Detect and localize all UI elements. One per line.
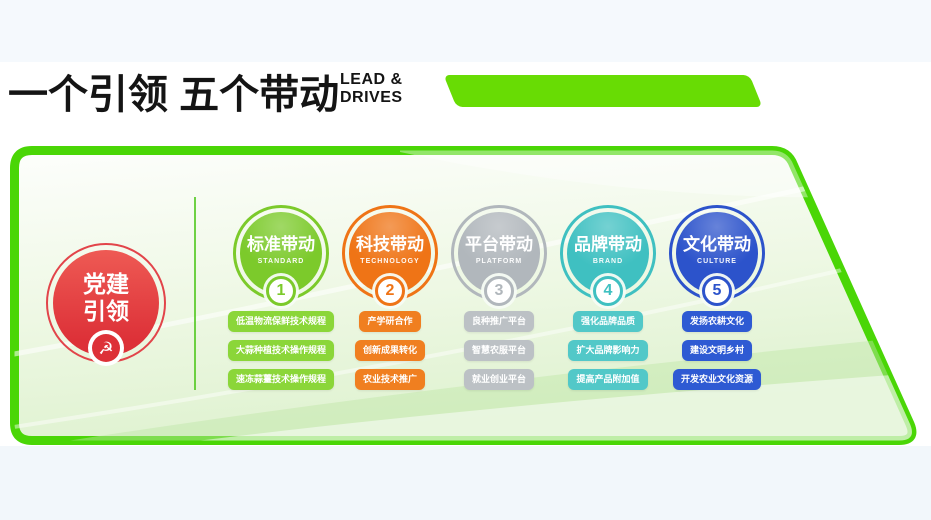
drive-item-list: 良种推广平台 智慧农服平台 就业创业平台 xyxy=(439,311,559,390)
drive-subtitle: BRAND xyxy=(592,257,624,265)
drive-subtitle: PLATFORM xyxy=(475,257,523,265)
drive-number-badge: 1 xyxy=(266,276,296,306)
drive-item-list: 产学研合作 创新成果转化 农业技术推广 xyxy=(330,311,450,390)
bottom-background-band xyxy=(0,446,931,520)
drive-item: 速冻蒜薹技术操作规程 xyxy=(227,369,334,390)
party-emblem-icon: ☭ xyxy=(92,334,120,362)
drive-number-badge: 5 xyxy=(702,276,732,306)
lead-title-line2: 引领 xyxy=(83,298,129,324)
drive-subtitle: STANDARD xyxy=(257,257,305,265)
drive-item: 开发农业文化资源 xyxy=(672,369,761,390)
green-banner xyxy=(443,75,763,107)
drive-title: 标准带动 xyxy=(247,234,315,254)
title-en-line2: DRIVES xyxy=(340,89,403,106)
drive-item: 建设文明乡村 xyxy=(681,340,752,361)
page-title-english: LEAD & DRIVES xyxy=(340,71,403,107)
drive-item-list: 发扬农耕文化 建设文明乡村 开发农业文化资源 xyxy=(657,311,777,390)
page-title: 一个引领 五个带动 xyxy=(8,73,340,117)
divider-line xyxy=(194,197,196,390)
drive-item: 扩大品牌影响力 xyxy=(568,340,648,361)
drive-item: 提高产品附加值 xyxy=(568,369,648,390)
drive-title: 文化带动 xyxy=(683,234,751,254)
drive-item: 大蒜种植技术操作规程 xyxy=(227,340,334,361)
drive-circle: 平台带动 PLATFORM xyxy=(458,212,540,294)
drive-item-list: 强化品牌品质 扩大品牌影响力 提高产品附加值 xyxy=(548,311,668,390)
drive-item: 强化品牌品质 xyxy=(572,311,643,332)
drive-title: 品牌带动 xyxy=(574,234,642,254)
drive-subtitle: CULTURE xyxy=(697,257,737,265)
drive-number-badge: 2 xyxy=(375,276,405,306)
drive-number-badge: 4 xyxy=(593,276,623,306)
drive-item: 就业创业平台 xyxy=(463,369,534,390)
drive-item-list: 低温物流保鲜技术规程 大蒜种植技术操作规程 速冻蒜薹技术操作规程 xyxy=(221,311,341,390)
drive-item: 产学研合作 xyxy=(359,311,421,332)
party-emblem-badge: ☭ xyxy=(88,330,124,366)
top-background-band xyxy=(0,0,931,62)
drive-item: 农业技术推广 xyxy=(354,369,425,390)
drive-title: 平台带动 xyxy=(465,234,533,254)
drive-title: 科技带动 xyxy=(356,234,424,254)
drive-item: 发扬农耕文化 xyxy=(681,311,752,332)
drive-item: 良种推广平台 xyxy=(463,311,534,332)
title-en-line1: LEAD & xyxy=(340,71,403,88)
drive-number-badge: 3 xyxy=(484,276,514,306)
drive-item: 智慧农服平台 xyxy=(463,340,534,361)
party-lead-circle: 党建 引领 xyxy=(53,250,159,356)
lead-title-line1: 党建 xyxy=(83,271,129,297)
drive-item: 创新成果转化 xyxy=(354,340,425,361)
drive-subtitle: TECHNOLOGY xyxy=(360,257,420,265)
drive-item: 低温物流保鲜技术规程 xyxy=(227,311,334,332)
